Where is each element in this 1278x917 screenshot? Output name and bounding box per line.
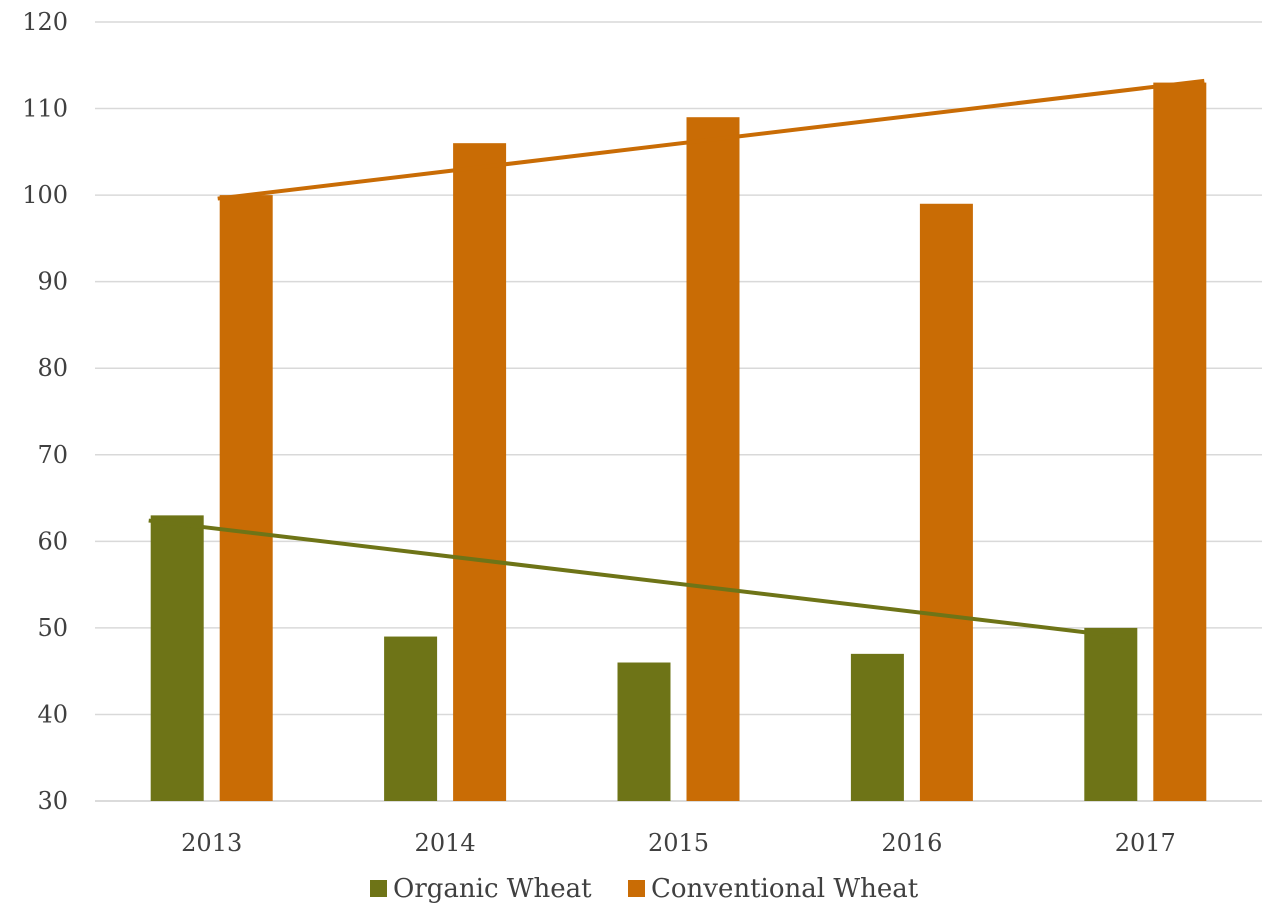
bar-organic-wheat-2017 bbox=[1084, 627, 1138, 801]
y-tick-label-80: 80 bbox=[37, 354, 68, 382]
bar-organic-wheat-2013 bbox=[150, 515, 204, 801]
y-tick-label-120: 120 bbox=[22, 8, 68, 36]
bar-conventional-wheat-2017 bbox=[1153, 82, 1207, 802]
x-tick-label-2014: 2014 bbox=[415, 829, 476, 857]
legend-swatch-organic-wheat bbox=[370, 880, 387, 897]
trendline-organic-wheat bbox=[148, 518, 1136, 641]
bar-conventional-wheat-2014 bbox=[453, 143, 507, 801]
y-tick-label-100: 100 bbox=[22, 181, 68, 209]
legend-label-conventional-wheat: Conventional Wheat bbox=[651, 874, 919, 904]
x-tick-label-2013: 2013 bbox=[181, 829, 242, 857]
y-tick-label-90: 90 bbox=[37, 268, 68, 296]
x-tick-label-2016: 2016 bbox=[881, 829, 942, 857]
trendlines bbox=[148, 78, 1205, 641]
bar-conventional-wheat-2016 bbox=[919, 203, 973, 801]
x-tick-label-2017: 2017 bbox=[1115, 829, 1176, 857]
bar-organic-wheat-2014 bbox=[384, 636, 438, 801]
bars bbox=[150, 82, 1207, 802]
x-tick-label-2015: 2015 bbox=[648, 829, 709, 857]
legend-swatch-conventional-wheat bbox=[628, 880, 645, 897]
x-axis: 2013 2014 2015 2016 2017 bbox=[181, 829, 1176, 857]
y-tick-label-50: 50 bbox=[37, 614, 68, 642]
legend: Organic Wheat Conventional Wheat bbox=[370, 874, 919, 904]
y-tick-label-40: 40 bbox=[37, 700, 68, 728]
bar-conventional-wheat-2015 bbox=[686, 117, 740, 801]
bar-conventional-wheat-2013 bbox=[219, 195, 273, 802]
bar-organic-wheat-2015 bbox=[617, 662, 671, 801]
bar-organic-wheat-2016 bbox=[850, 653, 904, 801]
y-tick-label-60: 60 bbox=[37, 527, 68, 555]
y-tick-label-30: 30 bbox=[37, 787, 68, 815]
y-tick-label-110: 110 bbox=[22, 95, 68, 123]
y-axis: 30 40 50 60 70 80 90 100 110 120 bbox=[22, 8, 68, 815]
trendline-conventional-wheat bbox=[217, 78, 1205, 201]
y-tick-label-70: 70 bbox=[37, 441, 68, 469]
legend-label-organic-wheat: Organic Wheat bbox=[393, 874, 592, 904]
gridlines bbox=[95, 21, 1262, 802]
